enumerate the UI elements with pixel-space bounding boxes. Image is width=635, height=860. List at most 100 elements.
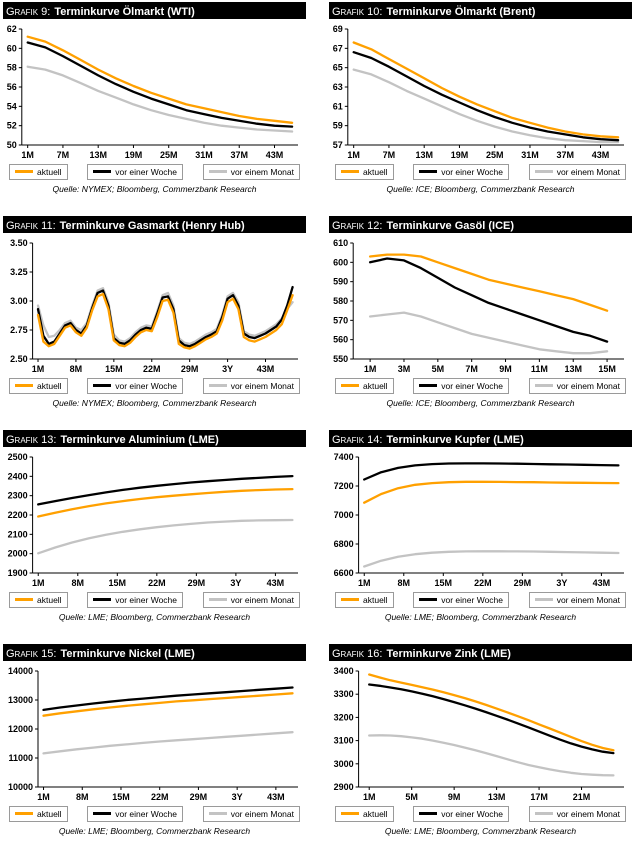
chart-number-label: Grafik 16: (332, 648, 383, 660)
series-aktuell (363, 480, 620, 504)
y-tick-label: 52 (7, 121, 17, 131)
chart-legend: aktuell vor einer Woche vor einem Monat (3, 377, 306, 394)
line-chart: 550 560 570 580 590 600 610 1M 3M 5M 7M 9M 11M 13M 15M (333, 238, 624, 374)
chart-title: Terminkurve Kupfer (LME) (386, 434, 524, 446)
y-tick-label: 69 (333, 24, 343, 34)
chart-title: Terminkurve Ölmarkt (Brent) (386, 6, 536, 18)
legend-label: aktuell (363, 166, 388, 177)
legend-item-week: vor einer Woche (87, 377, 183, 394)
legend-line-swatch (534, 812, 553, 815)
legend-item-week: vor einer Woche (87, 805, 183, 822)
chart-header: Grafik 13: Terminkurve Aluminium (LME) (3, 430, 306, 447)
y-tick-label: 3400 (334, 666, 354, 676)
legend-item-week: vor einer Woche (87, 591, 183, 608)
legend-item-month: vor einem Monat (202, 591, 300, 608)
chart-title: Terminkurve Aluminium (LME) (60, 434, 219, 446)
x-tick-label: 21M (573, 792, 591, 802)
y-tick-label: 10000 (8, 782, 33, 792)
legend-line-swatch (341, 170, 359, 173)
legend-line-swatch (419, 384, 438, 387)
y-tick-label: 50 (7, 140, 17, 150)
series-aktuell (352, 41, 620, 139)
line-chart: 57 59 61 63 65 67 69 1M 7M 13M 19M 25M 31M 37M 43M (333, 24, 624, 160)
chart-legend: aktuell vor einer Woche vor einem Monat (3, 805, 306, 822)
y-tick-label: 2900 (334, 782, 354, 792)
x-tick-label: 3Y (556, 578, 567, 588)
legend-line-swatch (341, 598, 359, 601)
chart-panel: Grafik 12: Terminkurve Gasöl (ICE) 550 560… (329, 216, 632, 430)
legend-label: vor einer Woche (115, 808, 177, 819)
y-tick-label: 2100 (8, 529, 28, 539)
y-tick-label: 60 (7, 43, 17, 53)
series-vor-einem-Monat (36, 287, 294, 346)
legend-item-month: vor einem Monat (202, 377, 300, 394)
y-tick-label: 13000 (8, 695, 33, 705)
chart-panel: Grafik 11: Terminkurve Gasmarkt (Henry Hu… (3, 216, 306, 430)
y-tick-label: 54 (7, 101, 17, 111)
legend-item-aktuell: aktuell (335, 591, 394, 608)
y-tick-label: 610 (333, 238, 348, 248)
legend-item-aktuell: aktuell (335, 377, 394, 394)
legend-label: aktuell (37, 594, 62, 605)
legend-item-aktuell: aktuell (9, 805, 68, 822)
y-tick-label: 2.75 (10, 325, 28, 335)
series-aktuell (42, 692, 294, 717)
legend-label: vor einem Monat (230, 380, 294, 391)
line-chart: 2.50 2.75 3.00 3.25 3.50 1M 8M 15M 22M 29M 3Y 43M (10, 238, 298, 374)
x-tick-label: 1M (32, 578, 45, 588)
chart-header: Grafik 14: Terminkurve Kupfer (LME) (329, 430, 632, 447)
y-tick-label: 2300 (8, 491, 28, 501)
y-tick-label: 2500 (8, 452, 28, 462)
x-tick-label: 37M (556, 150, 574, 160)
chart-legend: aktuell vor einer Woche vor einem Monat (329, 163, 632, 180)
y-tick-label: 62 (7, 24, 17, 34)
series-vor-einem-Monat (37, 518, 294, 555)
chart-number-label: Grafik 9: (6, 6, 51, 18)
legend-item-aktuell: aktuell (335, 163, 394, 180)
legend-item-week: vor einer Woche (87, 163, 183, 180)
legend-label: vor einer Woche (115, 166, 177, 177)
x-tick-label: 3Y (230, 578, 241, 588)
legend-line-swatch (341, 384, 359, 387)
y-tick-label: 3.00 (10, 296, 28, 306)
chart-number-label: Grafik 10: (332, 6, 383, 18)
legend-line-swatch (341, 812, 359, 815)
x-tick-label: 8M (72, 578, 85, 588)
x-tick-label: 22M (474, 578, 492, 588)
x-tick-label: 3M (398, 364, 411, 374)
series-aktuell (36, 292, 294, 350)
chart-panel: Grafik 14: Terminkurve Kupfer (LME) 6600 6… (329, 430, 632, 644)
x-tick-label: 43M (267, 792, 285, 802)
y-tick-label: 580 (333, 296, 348, 306)
legend-label: vor einer Woche (441, 166, 503, 177)
x-tick-label: 1M (364, 364, 377, 374)
x-tick-label: 17M (530, 792, 548, 802)
chart-panel: Grafik 10: Terminkurve Ölmarkt (Brent) 57… (329, 2, 632, 216)
x-tick-label: 43M (266, 150, 284, 160)
legend-label: vor einer Woche (441, 594, 503, 605)
legend-item-week: vor einer Woche (413, 591, 509, 608)
chart-source: Quelle: ICE; Bloomberg, Commerzbank Rese… (386, 184, 575, 194)
legend-item-month: vor einem Monat (528, 377, 626, 394)
chart-source: Quelle: LME; Bloomberg, Commerzbank Rese… (58, 826, 251, 836)
y-tick-label: 57 (333, 140, 343, 150)
legend-line-swatch (93, 598, 112, 601)
x-tick-label: 11M (531, 364, 548, 374)
chart-header: Grafik 15: Terminkurve Nickel (LME) (3, 644, 306, 661)
chart-header: Grafik 10: Terminkurve Ölmarkt (Brent) (329, 2, 632, 19)
y-tick-label: 560 (333, 335, 348, 345)
y-tick-label: 65 (333, 63, 343, 73)
series-vor-einer-Woche (368, 257, 609, 343)
x-tick-label: 15M (105, 364, 123, 374)
legend-line-swatch (208, 598, 227, 601)
legend-line-swatch (419, 170, 438, 173)
chart-legend: aktuell vor einer Woche vor einem Monat (329, 805, 632, 822)
legend-item-week: vor einer Woche (413, 377, 509, 394)
y-tick-label: 2000 (8, 549, 28, 559)
x-tick-label: 15M (598, 364, 616, 374)
series-aktuell (26, 35, 294, 124)
chart-title: Terminkurve Nickel (LME) (60, 648, 195, 660)
legend-line-swatch (15, 170, 33, 173)
x-tick-label: 8M (70, 364, 83, 374)
y-tick-label: 570 (333, 315, 348, 325)
